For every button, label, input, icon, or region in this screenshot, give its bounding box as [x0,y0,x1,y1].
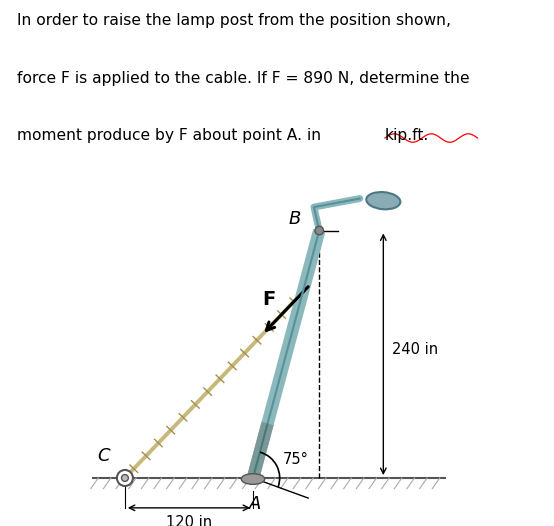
Circle shape [315,226,324,235]
Text: A: A [249,495,261,513]
Text: 120 in: 120 in [166,515,212,526]
Text: 240 in: 240 in [392,342,438,357]
Text: force F is applied to the cable. If F = 890 N, determine the: force F is applied to the cable. If F = … [17,70,469,86]
Text: In order to raise the lamp post from the position shown,: In order to raise the lamp post from the… [17,14,450,28]
Text: B: B [289,210,301,228]
Text: moment produce by F about point A. in: moment produce by F about point A. in [17,128,326,143]
Ellipse shape [241,474,265,484]
Text: F: F [263,290,276,309]
Ellipse shape [366,192,401,209]
Circle shape [121,474,129,481]
Text: C: C [98,447,110,465]
Text: kip.ft.: kip.ft. [385,128,429,143]
Text: 75°: 75° [283,452,309,467]
Circle shape [117,470,133,486]
